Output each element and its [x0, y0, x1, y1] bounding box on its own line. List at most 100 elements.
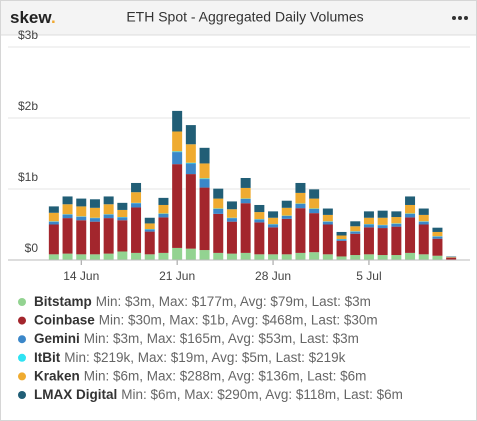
bar-segment — [62, 196, 73, 205]
bar-segment — [363, 217, 374, 225]
bar-segment — [254, 219, 265, 223]
bar-segment — [295, 192, 306, 204]
bar-segment — [89, 218, 100, 222]
bar-segment — [199, 178, 210, 180]
bar-segment — [309, 208, 320, 214]
bar-segment — [185, 144, 196, 163]
bar-segment — [185, 125, 196, 145]
legend-summary: Min: $219k, Max: $19m, Avg: $5m, Last: $… — [64, 349, 345, 364]
bar-segment — [172, 247, 183, 260]
bar-segment — [405, 204, 416, 214]
bar-segment — [432, 255, 443, 260]
bar-segment — [309, 198, 320, 209]
bar-segment — [240, 198, 251, 204]
bar-segment — [89, 207, 100, 218]
bar-segment — [144, 254, 155, 260]
bar-segment — [363, 227, 374, 255]
x-tick-label: 5 Jul — [356, 269, 381, 283]
bar-segment — [418, 224, 429, 255]
bar-segment — [240, 187, 251, 199]
bar-segment — [350, 233, 361, 256]
bar-segment — [158, 213, 169, 218]
bar-segment — [268, 217, 279, 225]
bar-segment — [144, 229, 155, 232]
legend-swatch — [18, 353, 26, 362]
bar-segment — [254, 212, 265, 220]
bar-segment — [432, 238, 443, 256]
bar-segment — [131, 182, 142, 193]
bar-segment — [172, 152, 183, 165]
bar-segment — [405, 213, 416, 218]
legend-summary: Min: $6m, Max: $288m, Avg: $136m, Last: … — [84, 368, 367, 383]
bar-segment — [144, 217, 155, 224]
bar-segment — [48, 221, 59, 225]
bar-segment — [199, 179, 210, 188]
bar-segment — [172, 151, 183, 153]
legend-swatch — [18, 298, 26, 306]
bar-segment — [199, 147, 210, 164]
bar-segment — [295, 203, 306, 209]
bar-segment — [62, 204, 73, 215]
legend-swatch — [18, 391, 26, 399]
legend-entry: Coinbase Min: $30m, Max: $1b, Avg: $468m,… — [34, 312, 378, 327]
bar-segment — [76, 206, 87, 217]
y-tick-label: $3b — [18, 28, 38, 42]
bar-segment — [418, 254, 429, 260]
bar-segment — [185, 162, 196, 164]
bar-segment — [226, 201, 237, 210]
bar-segment — [363, 224, 374, 228]
bar-segment — [322, 221, 333, 225]
bar-segment — [281, 218, 292, 255]
bar-segment — [391, 217, 402, 224]
bar-segment — [158, 197, 169, 205]
bar-segment — [213, 213, 224, 253]
legend-summary: Min: $3m, Max: $177m, Avg: $79m, Last: $… — [96, 294, 371, 309]
bar-segment — [281, 215, 292, 219]
bar-segment — [377, 210, 388, 218]
logo-dot: . — [51, 8, 56, 27]
bar-segment — [281, 207, 292, 216]
menu-button[interactable] — [452, 16, 468, 20]
bar-segment — [76, 254, 87, 260]
bar-segment — [377, 255, 388, 260]
bar-segment — [131, 192, 142, 203]
bar-segment — [48, 224, 59, 255]
bar-segment — [446, 257, 457, 260]
chart-title: ETH Spot - Aggregated Daily Volumes — [126, 9, 363, 25]
bar-segment — [309, 213, 320, 253]
bar-segment — [391, 226, 402, 256]
bar-segment — [350, 221, 361, 227]
legend-name: LMAX Digital — [34, 387, 117, 402]
bar-segment — [213, 198, 224, 209]
bar-segment — [432, 236, 443, 239]
legend: Bitstamp Min: $3m, Max: $177m, Avg: $79m,… — [18, 294, 403, 402]
bar-segment — [350, 226, 361, 232]
bar-segment — [48, 254, 59, 260]
bar-segment — [363, 211, 374, 218]
bar-segment — [199, 163, 210, 179]
bar-segment — [268, 227, 279, 255]
legend-summary: Min: $3m, Max: $165m, Avg: $53m, Last: $… — [84, 331, 359, 346]
bar-segment — [226, 209, 237, 218]
bar-segment — [391, 211, 402, 218]
bar-segment — [48, 206, 59, 213]
bar-segment — [322, 254, 333, 260]
bar-segment — [336, 231, 347, 236]
bar-segment — [268, 254, 279, 260]
bar-segment — [213, 252, 224, 260]
bar-segment — [336, 239, 347, 241]
menu-dot — [464, 16, 468, 20]
legend-entry: Bitstamp Min: $3m, Max: $177m, Avg: $79m,… — [34, 294, 371, 309]
x-tick-label: 21 Jun — [159, 269, 195, 283]
header — [1, 1, 476, 35]
bar-segment — [363, 254, 374, 260]
bar-segment — [158, 204, 169, 214]
bar-segment — [391, 255, 402, 260]
bar-segment — [405, 217, 416, 253]
bar-segment — [336, 256, 347, 260]
bar-segment — [336, 235, 347, 240]
legend-swatch — [18, 316, 26, 325]
bar-segment — [185, 248, 196, 260]
bar-segment — [76, 198, 87, 207]
